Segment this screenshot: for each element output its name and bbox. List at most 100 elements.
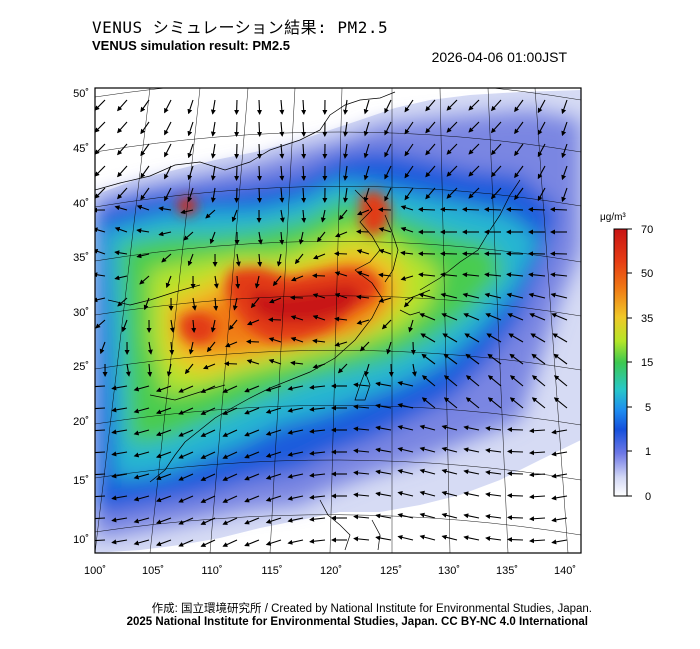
wind-vector: [485, 536, 502, 542]
wind-vector: [268, 317, 282, 323]
wind-vector: [356, 209, 370, 216]
wind-vector: [441, 446, 458, 453]
wind-vector: [507, 537, 524, 543]
lat-tick-label: 35˚: [73, 252, 89, 264]
wind-vector: [397, 447, 414, 453]
wind-vector: [309, 494, 326, 500]
wind-vector: [363, 187, 370, 203]
wind-vector: [397, 491, 414, 497]
wind-vector: [169, 319, 175, 333]
wind-vector: [418, 272, 436, 278]
wind-vector: [537, 143, 546, 158]
wind-vector: [425, 99, 436, 112]
wind-vector: [419, 468, 436, 475]
wind-vector: [164, 165, 172, 180]
wind-vector: [222, 473, 238, 481]
wind-vector: [537, 187, 546, 202]
wind-vector: [506, 206, 524, 212]
wind-vector: [210, 165, 216, 181]
wind-vector: [234, 99, 240, 115]
wind-vector: [133, 407, 150, 414]
wind-vector: [531, 397, 546, 409]
wind-vector: [530, 333, 546, 343]
wind-vector: [463, 513, 480, 519]
credit-line: 作成: 国立環境研究所 / Created by National Instit…: [151, 603, 592, 615]
wind-vector: [420, 333, 436, 343]
wind-vector: [111, 407, 128, 413]
wind-vector: [200, 473, 216, 481]
wind-vector: [158, 206, 172, 212]
wind-vector: [279, 209, 285, 223]
wind-vector: [246, 319, 260, 326]
wind-vector: [463, 313, 480, 321]
wind-vector: [279, 165, 285, 181]
wind-vector: [553, 353, 568, 365]
wind-vector: [312, 253, 326, 260]
wind-vector: [161, 253, 172, 263]
wind-vector: [378, 207, 392, 213]
wind-vector: [400, 205, 414, 211]
wind-vector: [180, 209, 194, 215]
wind-vector: [290, 360, 304, 366]
wind-vector: [235, 275, 241, 289]
wind-vector: [561, 99, 568, 115]
wind-vector: [114, 226, 128, 233]
wind-vector: [309, 450, 326, 456]
wind-vector: [95, 451, 106, 454]
wind-vector: [276, 253, 282, 267]
longitude-axis: 100˚ 105˚ 110˚ 115˚ 120˚ 125˚ 130˚ 135˚ …: [84, 565, 576, 577]
forecast-timestamp: 2026-04-06 01:00JST: [431, 49, 567, 65]
wind-vector: [446, 121, 458, 133]
wind-vector: [359, 341, 370, 352]
wind-vector: [95, 495, 106, 498]
wind-vector: [363, 99, 370, 115]
wind-vector: [133, 385, 150, 392]
wind-vector: [514, 165, 524, 179]
wind-vector: [487, 375, 502, 387]
wind-vector: [378, 249, 392, 255]
wind-vector: [155, 407, 172, 415]
wind-vector: [133, 539, 150, 546]
wind-vector: [487, 397, 502, 409]
wind-vector: [246, 339, 260, 345]
wind-vector: [338, 209, 348, 221]
wind-vector: [353, 426, 370, 432]
wind-vector: [343, 143, 349, 159]
wind-vector: [257, 231, 263, 245]
wind-vector: [265, 517, 282, 524]
wind-vector: [210, 121, 216, 137]
wind-vector: [419, 490, 436, 497]
wind-vector: [509, 397, 524, 409]
wind-vector: [441, 490, 458, 497]
wind-vector: [290, 275, 304, 282]
wind-vector: [561, 187, 568, 203]
wind-vector: [443, 353, 458, 365]
wind-vector: [312, 363, 326, 369]
wind-vector: [136, 253, 150, 259]
wind-vector: [222, 385, 238, 393]
wind-vector: [514, 187, 524, 201]
wind-vector: [551, 495, 568, 501]
wind-vector: [507, 313, 524, 321]
wind-vector: [363, 121, 370, 137]
wind-vector: [265, 539, 282, 546]
map-frame: [94, 87, 582, 554]
wind-vector: [507, 515, 524, 521]
wind-vector: [485, 448, 502, 454]
wind-vector: [381, 319, 392, 330]
wind-vector: [200, 407, 216, 415]
wind-vector: [140, 143, 150, 157]
wind-vector: [178, 539, 194, 547]
wind-vector: [147, 341, 153, 355]
wind-vector: [200, 495, 216, 503]
wind-vector: [462, 292, 480, 299]
wind-vector: [287, 385, 304, 391]
wind-vector: [287, 429, 304, 435]
wind-vector: [164, 143, 172, 158]
wind-vector: [290, 315, 304, 321]
wind-vector: [384, 165, 392, 180]
wind-vector: [386, 341, 392, 355]
wind-vector: [117, 143, 128, 156]
wind-vector: [537, 99, 546, 114]
wind-vector: [490, 187, 502, 200]
